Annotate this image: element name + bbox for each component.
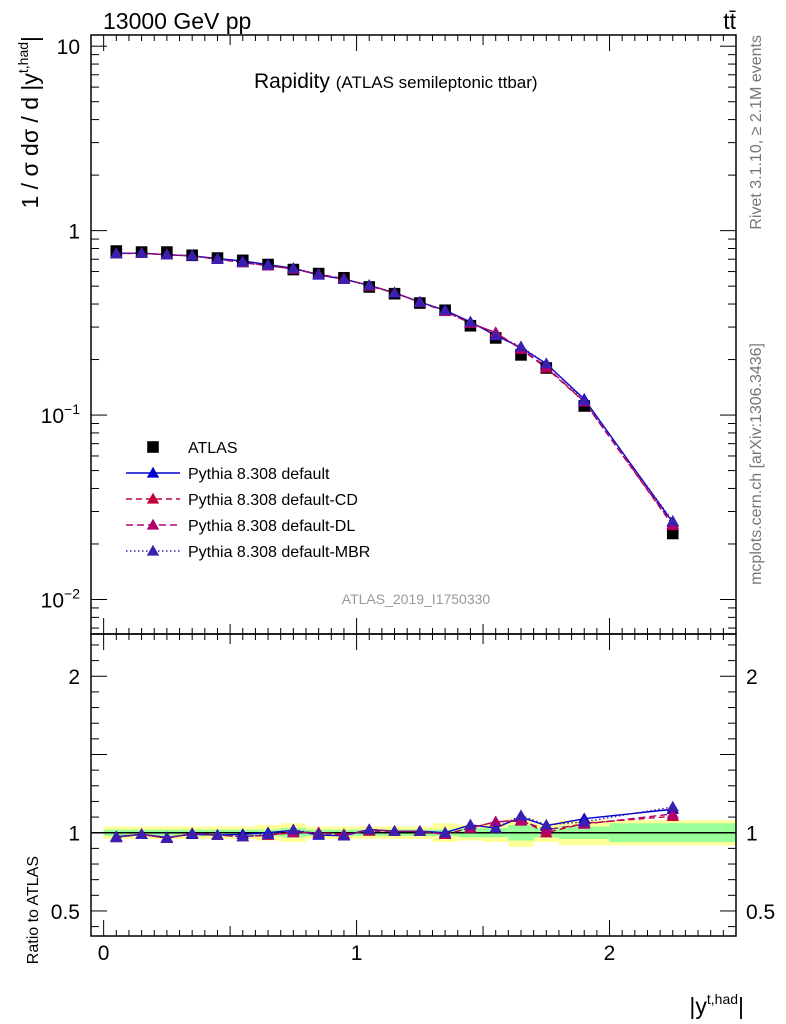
ratio-point-mbr — [489, 821, 502, 833]
y-tick-label: 10−1 — [41, 401, 81, 428]
main-point-mbr — [438, 304, 452, 315]
main-point-mbr — [160, 248, 174, 260]
main-point-mbr — [514, 340, 528, 352]
main-point-mbr — [388, 286, 401, 298]
main-point-mbr — [337, 273, 351, 284]
ratio-point-mbr — [578, 815, 591, 827]
ratio-point-mbr — [261, 828, 275, 839]
ratio-y-tick-label: 0.5 — [51, 901, 80, 924]
analysis-id-label: ATLAS_2019_I1750330 — [342, 591, 491, 607]
ratio-point-dl — [666, 807, 679, 819]
x-tick-label: 1 — [351, 942, 363, 965]
main-point-mbr — [261, 258, 275, 270]
main-point-mbr — [413, 295, 427, 307]
main-point-mbr — [211, 252, 224, 264]
ratio-y-tick-label-right: 1 — [746, 823, 758, 846]
marker-layer — [110, 245, 679, 843]
ratio-point-mbr — [211, 828, 224, 840]
text-layer: 10 1 10−1 10−2 2 2 1 1 0.5 0.5 0 1 2 Rapidity (ATLAS … — [15, 36, 775, 1019]
ratio-point-dl — [514, 814, 528, 826]
legend-marker-dl — [146, 518, 160, 530]
legend-marker-default — [146, 466, 160, 478]
legend-marker-cd — [146, 492, 160, 504]
axes-layer — [90, 34, 737, 937]
main-point-mbr — [135, 246, 148, 258]
header-left: 13000 GeV pp — [103, 8, 251, 34]
ratio-plot-frame — [90, 633, 737, 937]
ratio-point-mbr — [514, 809, 528, 821]
ratio-point-mbr — [135, 828, 148, 839]
ratio-y-tick-label: 1 — [68, 823, 80, 846]
legend-label-dl: Pythia 8.308 default-DL — [188, 518, 355, 535]
main-point-mbr — [236, 255, 249, 267]
y-tick-label: 10−2 — [41, 585, 81, 612]
legend-label-cd: Pythia 8.308 default-CD — [188, 492, 358, 509]
ratio-point-mbr — [413, 824, 427, 836]
ratio-point-mbr — [388, 824, 401, 836]
main-point-mbr — [110, 247, 123, 259]
ratio-point-mbr — [160, 832, 174, 843]
ratio-line-mbr — [116, 806, 673, 839]
ratio-y-axis-label: Ratio to ATLAS — [25, 856, 42, 964]
data-point — [515, 349, 527, 361]
main-point-mbr — [464, 315, 477, 327]
legend-marker-mbr — [146, 544, 160, 556]
ratio-band-layer — [91, 818, 736, 847]
ratio-point-mbr — [363, 823, 376, 835]
ratio-point-mbr — [287, 823, 300, 835]
legend-label-mbr: Pythia 8.308 default-MBR — [188, 544, 370, 561]
ratio-point-mbr — [337, 829, 351, 841]
ratio-point-dl — [489, 815, 502, 827]
ratio-y-tick-label-right: 0.5 — [746, 901, 775, 924]
mcplots-label: mcplots.cern.ch [arXiv:1306.3436] — [748, 343, 765, 585]
y-axis-label: 1 / σ dσ / d |yt,had| — [15, 36, 43, 209]
ratio-point-mbr — [110, 831, 123, 843]
main-point-mbr — [666, 514, 679, 526]
main-point-mbr — [287, 262, 300, 273]
ratio-point-mbr — [236, 830, 249, 842]
main-point-mbr — [185, 249, 199, 261]
ratio-point-mbr — [464, 818, 477, 830]
legend-label-default: Pythia 8.308 default — [188, 466, 330, 483]
main-point-mbr — [363, 279, 376, 291]
ratio-point-mbr — [185, 827, 199, 839]
chart-title: Rapidity (ATLAS semileptonic ttbar) — [254, 70, 538, 93]
header-right: tt̄ — [723, 8, 736, 34]
main-point-mbr — [312, 268, 325, 279]
legend-marker-data — [147, 441, 159, 453]
ratio-y-tick-label: 2 — [68, 666, 80, 689]
x-tick-label: 0 — [98, 942, 110, 965]
main-point-mbr — [489, 329, 502, 341]
ratio-point-mbr — [540, 818, 553, 830]
x-tick-label: 2 — [604, 942, 616, 965]
legend: ATLAS Pythia 8.308 default Pythia 8.308 de… — [126, 440, 370, 561]
ratio-point-mbr — [438, 826, 452, 838]
ratio-point-mbr — [312, 828, 325, 839]
ratio-y-tick-label-right: 2 — [746, 666, 758, 689]
y-tick-label: 10 — [57, 36, 80, 59]
ratio-point-mbr — [666, 800, 679, 812]
main-point-mbr — [578, 394, 591, 406]
data-point — [666, 527, 679, 540]
main-point-mbr — [540, 357, 553, 369]
legend-label-data: ATLAS — [188, 440, 238, 457]
x-axis-label: |yt,had| — [689, 991, 744, 1019]
y-tick-label: 1 — [68, 221, 80, 244]
rivet-label: Rivet 3.1.10, ≥ 2.1M events — [748, 35, 765, 230]
